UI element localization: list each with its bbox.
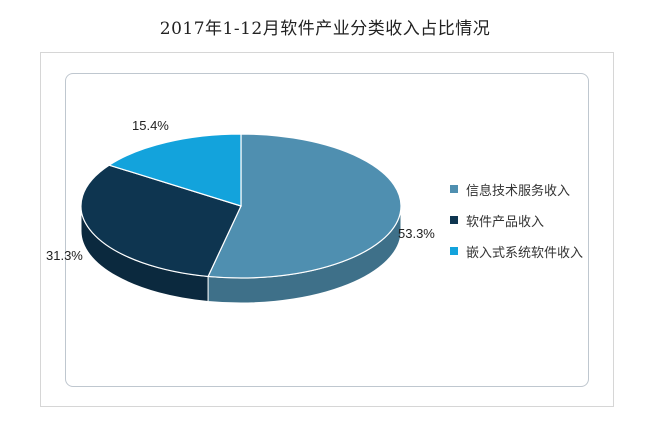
pie-slice-software-products xyxy=(80,164,242,278)
label-it-services: 53.3% xyxy=(398,226,435,241)
legend-swatch-embedded xyxy=(450,247,458,255)
label-software-products: 31.3% xyxy=(46,248,83,263)
legend-swatch-software-products xyxy=(450,216,458,224)
legend: 信息技术服务收入 软件产品收入 嵌入式系统软件收入 xyxy=(450,178,620,271)
legend-item-embedded: 嵌入式系统软件收入 xyxy=(450,240,620,262)
plot-area-border xyxy=(65,73,589,387)
legend-label-it-services: 信息技术服务收入 xyxy=(466,183,571,199)
legend-label-software-products: 软件产品收入 xyxy=(466,214,545,230)
legend-swatch-it-services xyxy=(450,185,458,193)
pie-top xyxy=(80,133,402,279)
label-embedded: 15.4% xyxy=(132,118,169,133)
legend-item-software-products: 软件产品收入 xyxy=(450,209,620,231)
legend-label-embedded: 嵌入式系统软件收入 xyxy=(466,245,584,261)
pie-slice-it-services xyxy=(207,133,402,279)
legend-item-it-services: 信息技术服务收入 xyxy=(450,178,620,200)
chart-title: 2017年1-12月软件产业分类收入占比情况 xyxy=(159,19,491,39)
pie-slice-embedded xyxy=(107,133,242,207)
